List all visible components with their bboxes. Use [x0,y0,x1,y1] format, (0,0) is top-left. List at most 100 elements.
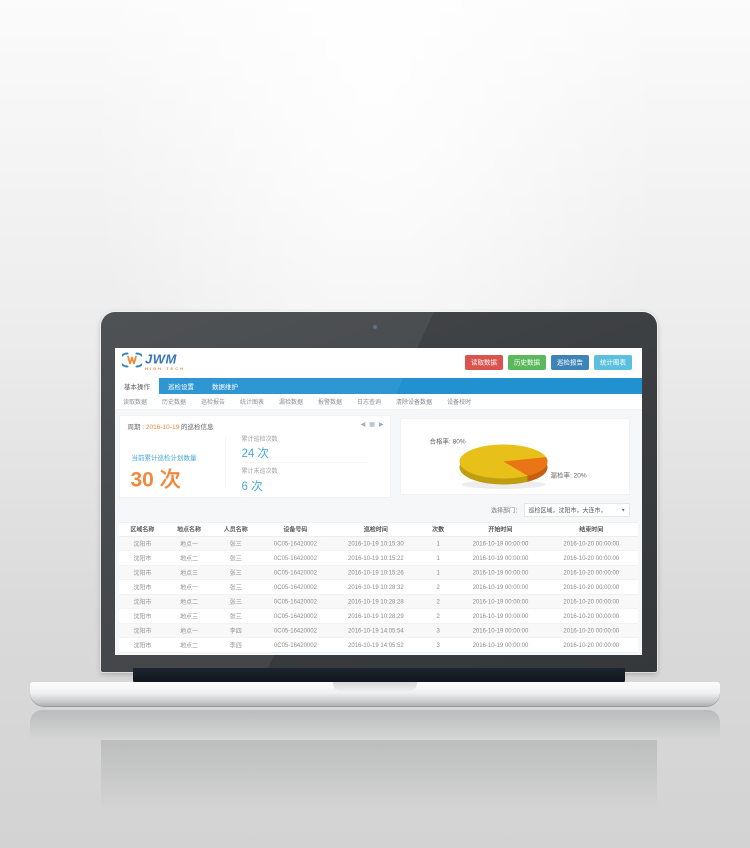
table-cell: 2016-10-20 00:00:00 [544,550,638,566]
submenu-alarm-data[interactable]: 报警数据 [318,398,343,406]
table-cell: 地点三 [165,565,213,580]
submenu-log-query[interactable]: 日志查询 [357,398,382,406]
submenu-inspection-report[interactable]: 巡检报告 [201,398,226,406]
table-cell: 2 [419,579,457,595]
calendar-icon[interactable]: ▦ [369,420,375,428]
table-cell: 2016-10-20 00:00:00 [544,637,638,653]
table-cell: 2016-10-19 10:28:32 [331,579,420,595]
table-cell: 2 [419,594,457,609]
table-cell: 1 [419,550,457,566]
prev-period-icon[interactable]: ◀ [360,420,366,428]
table-cell: 地点一 [165,536,213,551]
submenu-missed-data[interactable]: 漏检数据 [279,398,304,406]
submenu-statistics-chart[interactable]: 统计图表 [240,398,265,406]
table-cell: 2016-10-19 00:00:00 [456,608,545,624]
table-cell: 2016-10-19 00:00:00 [456,594,545,609]
laptop-lid-notch [333,682,417,691]
table-cell: 地点三 [165,608,213,624]
table-cell: 2016-10-19 14:05:52 [331,637,420,653]
done-count-value: 24 次 [241,446,269,460]
table-cell: 2016-10-19 10:28:28 [331,594,420,609]
period-title: 周期 : 2016-10-19 的巡检信息 [128,422,214,432]
table-cell: 张三 [212,594,260,609]
table-cell: 沈阳市 [119,579,166,595]
laptop-hinge [133,668,625,684]
submenu-device-time-sync[interactable]: 设备校时 [447,398,472,406]
table-cell: 地点二 [165,637,213,653]
submenu-history-data[interactable]: 历史数据 [162,398,187,406]
webcam-dot [372,324,378,330]
laptop-bezel: JWM HIGH TECH 读取数据 历史数据 巡检报告 统计图表 基本操作 巡… [101,312,657,672]
table-row[interactable]: 沈阳市 地点二 李四 0C05-16420002 2016-10-19 14:05:52… [119,637,638,653]
done-count-label: 累计巡检次数 [241,435,278,443]
table-cell: 2016-10-20 00:00:00 [544,565,638,580]
table-row[interactable]: 沈阳市 地点一 张三 0C05-16420002 2016-10-19 10:28:32… [119,579,638,595]
period-stats-panel: 周期 : 2016-10-19 的巡检信息 ◀ ▦ ▶ 当前累计巡检计划数量 3… [119,415,391,498]
table-cell: 地点一 [165,623,213,638]
brand-logo-text: JWM HIGH TECH [145,352,185,371]
department-select[interactable]: 巡检区域，沈阳市，大连市， ▼ [524,503,630,517]
table-cell: 地点二 [165,594,213,609]
table-cell: 0C05-16420002 [259,623,332,638]
period-nav: ◀ ▦ ▶ [361,421,384,428]
plan-count-label: 当前累计巡检计划数量 [131,454,197,462]
col-region: 区域名称 [119,522,166,537]
table-cell: 2016-10-20 00:00:00 [544,536,638,551]
tab-inspection-settings[interactable]: 巡检设置 [168,382,195,391]
period-suffix: 的巡检信息 [180,423,214,431]
tab-basic-operations[interactable]: 基本操作 [115,378,160,394]
col-person: 人员名称 [212,522,260,537]
table-row[interactable]: 沈阳市 地点二 张三 0C05-16420002 2016-10-19 10:15:22… [119,550,638,566]
table-row[interactable]: 沈阳市 地点一 张三 0C05-16420002 2016-10-19 10:15:30… [119,536,638,551]
main-nav: 基本操作 巡检设置 数据维护 [115,378,642,394]
period-prefix: 周期 : [127,423,145,431]
table-cell: 2016-10-19 10:28:29 [331,608,420,624]
table-cell: 0C05-16420002 [259,637,332,653]
department-filter: 选择部门： 巡检区域，沈阳市，大连市， ▼ [491,503,630,517]
col-count: 次数 [419,522,457,537]
table-cell: 沈阳市 [119,550,166,566]
submenu-read-data[interactable]: 读取数据 [123,398,148,406]
pie-chart-panel: 合格率: 80% 漏检率: 20% [400,418,630,495]
table-cell: 沈阳市 [119,637,166,653]
header-actions: 读取数据 历史数据 巡检报告 统计图表 [464,355,632,370]
col-location: 地点名称 [165,522,213,537]
table-cell: 2016-10-19 00:00:00 [456,623,545,638]
table-row[interactable]: 沈阳市 地点二 张三 0C05-16420002 2016-10-19 10:28:28… [119,594,638,609]
table-cell: 0C05-16420002 [259,565,332,580]
table-cell: 李四 [212,637,260,653]
col-device-id: 设备号码 [259,522,332,537]
table-cell: 0C05-16420002 [259,550,332,566]
table-row[interactable]: 沈阳市 地点三 张三 0C05-16420002 2016-10-19 10:15:26… [119,565,638,580]
table-row[interactable]: 沈阳市 地点三 张三 0C05-16420002 2016-10-19 10:28:29… [119,608,638,624]
app-window: JWM HIGH TECH 读取数据 历史数据 巡检报告 统计图表 基本操作 巡… [115,348,642,655]
table-cell: 2016-10-19 14:05:54 [331,623,420,638]
tab-data-maintenance[interactable]: 数据维护 [212,382,239,391]
table-cell: 2016-10-20 00:00:00 [544,608,638,624]
table-cell: 2016-10-19 00:00:00 [456,536,545,551]
table-cell: 沈阳市 [119,608,166,624]
statistics-chart-button[interactable]: 统计图表 [593,355,632,370]
read-data-button[interactable]: 读取数据 [464,355,503,370]
app-screen: JWM HIGH TECH 读取数据 历史数据 巡检报告 统计图表 基本操作 巡… [115,348,642,655]
horizontal-divider [241,462,367,463]
table-cell: 1 [419,565,457,580]
pie-chart: 合格率: 80% 漏检率: 20% [430,437,587,489]
table-cell: 地点二 [165,550,213,566]
table-cell: 沈阳市 [119,536,166,551]
table-cell: 2 [419,608,457,624]
laptop-base [30,682,720,706]
brand-tagline: HIGH TECH [145,366,185,372]
table-cell: 张三 [212,536,260,551]
laptop-screen-reflection [101,740,657,810]
plan-count-value: 30 次 [130,467,181,492]
table-cell: 0C05-16420002 [259,536,332,551]
submenu-clear-device-data[interactable]: 清除设备数据 [396,398,433,406]
table-cell: 0C05-16420002 [259,579,332,595]
table-row[interactable]: 沈阳市 地点一 李四 0C05-16420002 2016-10-19 14:05:54… [119,623,638,638]
next-period-icon[interactable]: ▶ [378,420,384,428]
inspection-report-button[interactable]: 巡检报告 [550,355,589,370]
missed-count-label: 累计未巡次数 [241,467,278,475]
table-cell: 2016-10-19 00:00:00 [456,637,545,653]
history-data-button[interactable]: 历史数据 [507,355,546,370]
